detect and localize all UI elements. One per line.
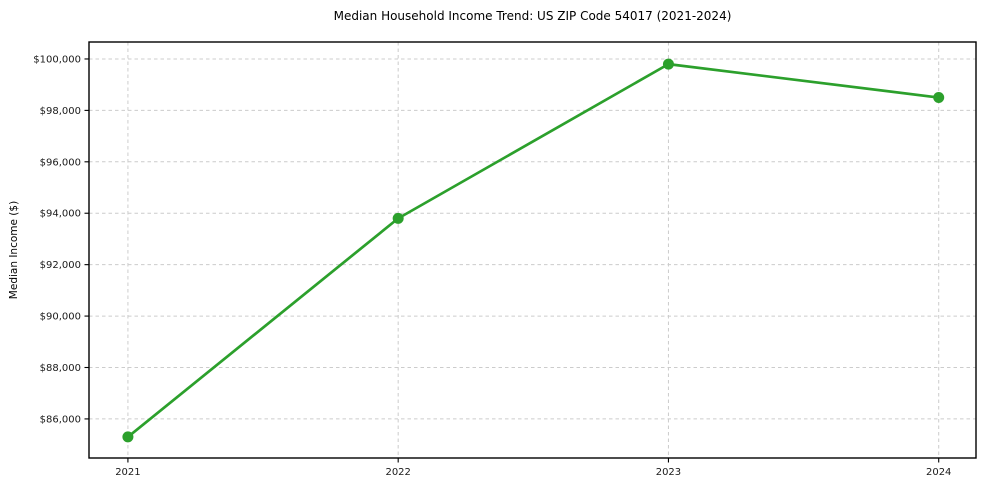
x-tick-label: 2022 xyxy=(385,467,410,478)
y-tick-label: $90,000 xyxy=(40,312,81,323)
data-point-marker xyxy=(662,58,674,70)
y-tick-label: $88,000 xyxy=(40,363,81,374)
y-tick-label: $100,000 xyxy=(33,54,81,65)
x-tick-label: 2023 xyxy=(656,467,681,478)
y-tick-label: $98,000 xyxy=(40,106,81,117)
y-tick-label: $86,000 xyxy=(40,414,81,425)
chart-title: Median Household Income Trend: US ZIP Co… xyxy=(333,9,732,23)
plot-border xyxy=(88,41,977,459)
data-point-marker xyxy=(392,212,404,224)
y-tick-label: $94,000 xyxy=(40,209,81,220)
data-point-marker xyxy=(122,431,134,443)
data-point-marker xyxy=(933,92,945,104)
x-tick-label: 2021 xyxy=(115,467,140,478)
trend-line xyxy=(126,62,941,439)
y-tick-label: $92,000 xyxy=(40,260,81,271)
y-tick-label: $96,000 xyxy=(40,157,81,168)
x-tick-label: 2024 xyxy=(926,467,951,478)
